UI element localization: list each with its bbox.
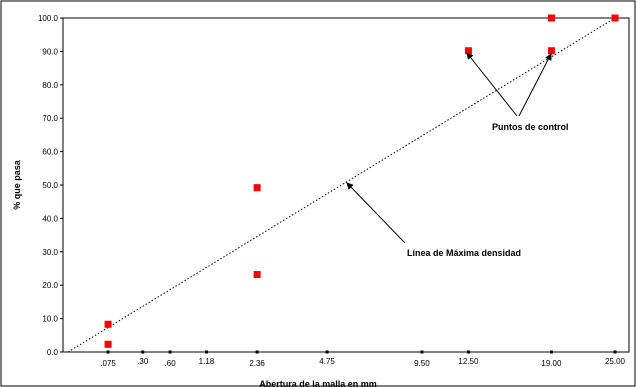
x-axis: .075 .30 .60 1.18 2.36 4.75 9.50 12.50 19.00 25.0…: [100, 350, 626, 368]
x-tick-label: 1.18: [199, 357, 215, 366]
y-tick-label: 100.0: [38, 14, 59, 23]
control-point: [611, 14, 619, 22]
y-tick-label: 20.0: [42, 281, 58, 290]
y-tick-label: 90.0: [42, 47, 58, 56]
x-tick-label: 2.36: [249, 359, 265, 368]
annotation-control-points-label: Puntos de control: [492, 122, 569, 132]
y-tick-label: 10.0: [42, 315, 58, 324]
x-tick-marker: [255, 350, 259, 354]
annotation-control-arrow-2: [518, 53, 552, 117]
x-tick-label: .075: [100, 359, 116, 368]
x-tick-label: 25.00: [605, 357, 626, 366]
annotation-max-density-label: Línea de Máxima densidad: [407, 248, 521, 258]
x-tick-marker: [141, 350, 145, 354]
x-tick-marker: [106, 350, 110, 354]
series-layer: [67, 14, 619, 353]
x-tick-label: 9.50: [414, 359, 430, 368]
control-point: [104, 340, 112, 348]
y-axis-title: % que pasa: [12, 159, 22, 210]
x-axis-title: Abertura de la malla en mm: [259, 379, 377, 387]
control-point: [253, 184, 261, 192]
y-tick-label: 60.0: [42, 148, 58, 157]
x-tick-marker: [420, 350, 424, 354]
y-tick-label: 40.0: [42, 214, 58, 223]
y-tick-label: 30.0: [42, 248, 58, 257]
x-tick-label: 19.00: [541, 359, 562, 368]
control-point: [253, 271, 261, 279]
y-axis: 0.0 10.0 20.0 30.0 40.0 50.0 60.0 70.0 80.0 90.0 1…: [38, 14, 63, 357]
y-tick-label: 0.0: [47, 348, 59, 357]
x-tick-marker: [466, 350, 470, 354]
annotation-max-density-arrow: [346, 182, 406, 244]
control-point: [464, 47, 472, 55]
y-tick-label: 70.0: [42, 114, 58, 123]
control-point: [547, 14, 555, 22]
x-tick-marker: [325, 350, 329, 354]
y-tick-label: 80.0: [42, 81, 58, 90]
x-tick-marker: [168, 350, 172, 354]
x-tick-label: 12.50: [458, 357, 479, 366]
x-tick-label: 4.75: [319, 357, 335, 366]
control-point: [547, 47, 555, 55]
x-tick-label: .60: [165, 359, 177, 368]
control-point: [104, 320, 112, 328]
x-tick-marker: [549, 350, 553, 354]
y-tick-label: 50.0: [42, 181, 58, 190]
x-tick-label: .30: [137, 357, 149, 366]
x-tick-marker: [613, 350, 617, 354]
x-tick-marker: [204, 350, 208, 354]
annotation-control-arrow-1: [466, 52, 518, 117]
annotation-layer: Línea de Máxima densidad Puntos de contro…: [346, 52, 569, 258]
